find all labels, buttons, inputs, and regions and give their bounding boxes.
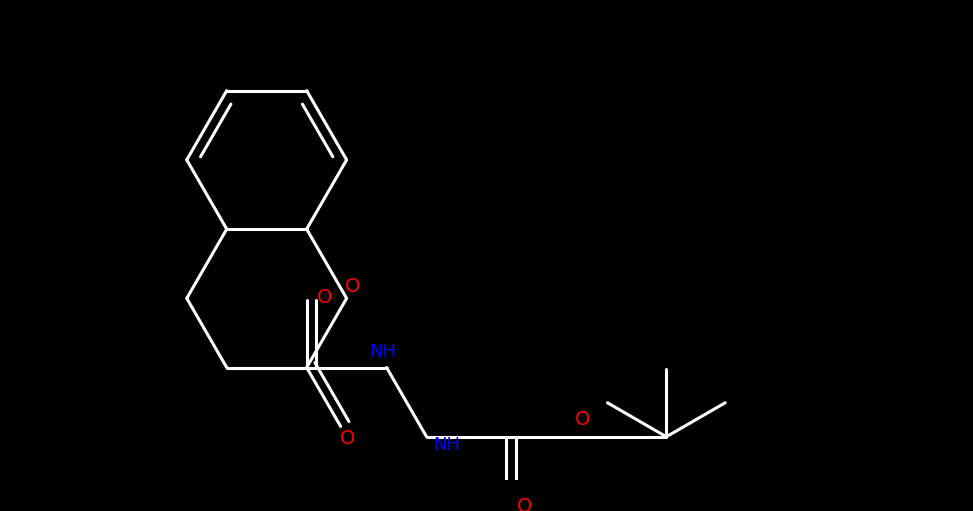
Text: O: O — [341, 429, 355, 448]
Text: O: O — [345, 277, 361, 296]
Text: O: O — [316, 289, 332, 308]
Text: O: O — [517, 497, 532, 511]
Text: O: O — [575, 410, 590, 429]
Text: NH: NH — [369, 342, 396, 361]
Text: NH: NH — [433, 436, 460, 454]
